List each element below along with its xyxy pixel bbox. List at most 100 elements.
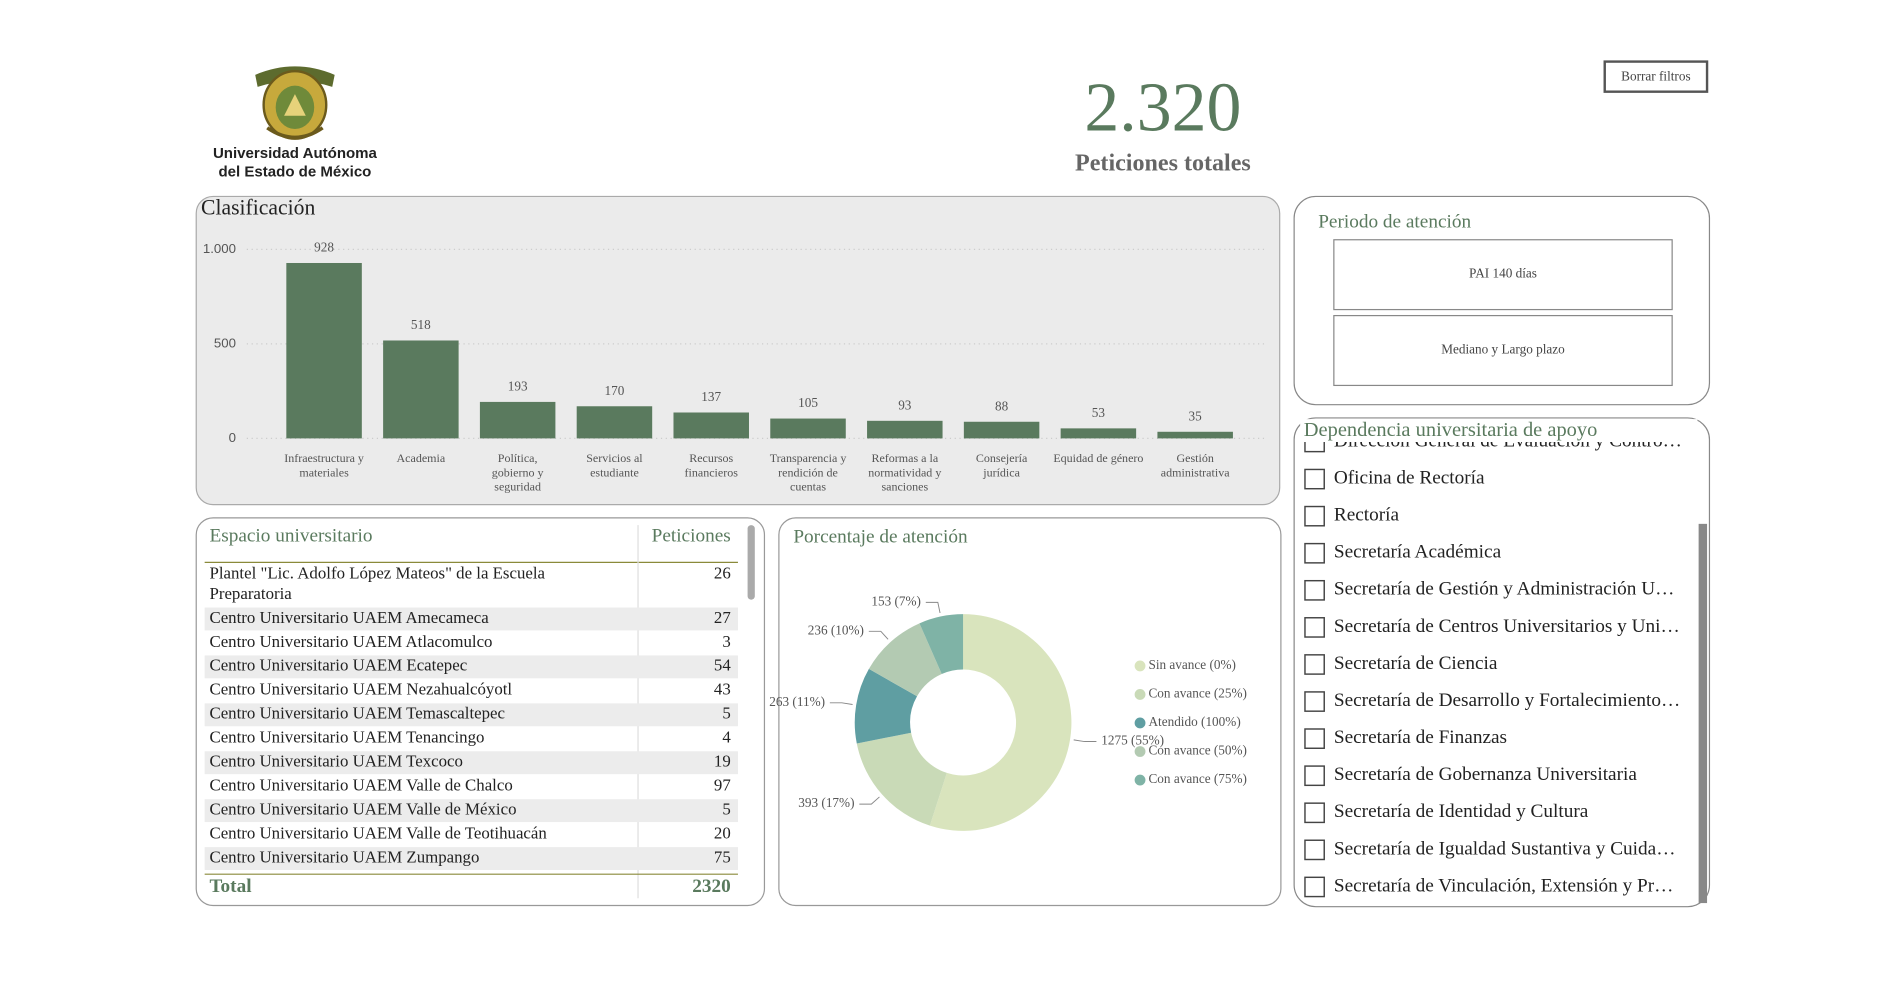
logo-text: Universidad Autónoma — [213, 145, 378, 162]
bar — [286, 262, 362, 439]
column-header: Espacio universitario — [209, 526, 372, 547]
data-label: 53 — [1092, 405, 1106, 420]
donut-slice — [856, 732, 947, 826]
dependency-list: Dirección General de Evaluación y Contro… — [1304, 430, 1682, 898]
cell-text: Centro Universitario UAEM Amecameca — [209, 608, 489, 627]
panel-title: Porcentaje de atención — [793, 527, 968, 548]
leader-line — [859, 796, 880, 805]
checkbox-label[interactable]: Secretaría Académica — [1334, 542, 1502, 563]
y-tick-label: 1.000 — [203, 241, 236, 256]
bar — [576, 406, 653, 439]
checkbox-label[interactable]: Dirección General de Evaluación y Contro… — [1334, 430, 1682, 451]
checkbox-label[interactable]: Secretaría de Gobernanza Universitaria — [1334, 764, 1637, 785]
cell-number: 3 — [722, 632, 730, 651]
checkbox[interactable] — [1304, 802, 1325, 824]
bar — [963, 421, 1040, 439]
cell-number: 5 — [722, 704, 730, 723]
legend-swatch — [1134, 689, 1146, 700]
checkbox-label[interactable]: Secretaría de Ciencia — [1334, 653, 1498, 674]
donut-slice — [919, 614, 964, 675]
leader-line — [829, 702, 853, 706]
data-label: 35 — [1189, 408, 1203, 423]
legend-label: Sin avance (0%) — [1148, 657, 1235, 672]
legend-swatch — [1134, 660, 1146, 672]
bar — [1060, 428, 1137, 439]
cell-number: 19 — [714, 752, 731, 771]
cell-text: Centro Universitario UAEM Atlacomulco — [209, 632, 492, 651]
checkbox[interactable] — [1304, 728, 1325, 749]
button-label[interactable]: Borrar filtros — [1621, 68, 1690, 83]
clear-filters-button[interactable] — [1603, 60, 1709, 93]
data-label: 88 — [995, 398, 1009, 413]
checkbox-label[interactable]: Oficina de Rectoría — [1334, 468, 1485, 489]
checkbox[interactable] — [1304, 654, 1325, 675]
bar — [770, 418, 846, 439]
x-tick-label: Reformas a la normatividad y sanciones — [868, 451, 941, 494]
x-tick-label: Consejería jurídica — [976, 451, 1028, 479]
checkbox-label[interactable]: Secretaría de Identidad y Cultura — [1334, 801, 1589, 822]
row-shade — [204, 847, 738, 870]
kpi-value: 2.320 — [1084, 70, 1241, 147]
checkbox-label[interactable]: Secretaría de Vinculación, Extensión y P… — [1334, 875, 1674, 896]
legend-label: Atendido (100%) — [1148, 714, 1240, 729]
row-shade — [204, 607, 738, 631]
period-option-label[interactable]: PAI 140 días — [1469, 266, 1537, 281]
x-tick-label: Equidad de género — [1053, 451, 1143, 465]
row-shade — [204, 751, 738, 775]
leader-line — [925, 601, 941, 614]
checkbox[interactable] — [1304, 765, 1325, 787]
cell-number: 43 — [714, 680, 731, 699]
checkbox-label[interactable]: Secretaría de Finanzas — [1334, 727, 1507, 748]
column-header: Peticiones — [652, 526, 731, 547]
kpi-caption: Peticiones totales — [1075, 151, 1251, 177]
checkbox-label[interactable]: Secretaría de Igualdad Sustantiva y Cuid… — [1334, 838, 1676, 859]
cell-text: Centro Universitario UAEM Temascaltepec — [209, 704, 505, 723]
bar — [673, 412, 749, 439]
panel-title: Dependencia universitaria de apoyo — [1304, 419, 1598, 441]
cell-number: 75 — [714, 847, 731, 866]
checkbox[interactable] — [1304, 468, 1325, 490]
x-tick-label: Academia — [397, 451, 446, 465]
dependency-panel — [1293, 417, 1711, 908]
checkbox-label[interactable]: Rectoría — [1334, 505, 1400, 526]
row-shade — [204, 703, 738, 727]
period-option[interactable] — [1333, 314, 1673, 387]
checkbox[interactable] — [1304, 691, 1325, 712]
data-label: 170 — [605, 383, 625, 398]
legend-swatch — [1134, 774, 1146, 786]
legend-label: Con avance (50%) — [1148, 743, 1246, 758]
scrollbar-thumb[interactable] — [747, 525, 755, 600]
checkbox-label[interactable]: Secretaría de Gestión y Administración U… — [1334, 579, 1675, 600]
panel-title: Periodo de atención — [1318, 211, 1471, 232]
checkbox[interactable] — [1304, 617, 1325, 638]
checkbox[interactable] — [1304, 432, 1325, 453]
period-option-label[interactable]: Mediano y Largo plazo — [1441, 342, 1565, 357]
checkbox[interactable] — [1304, 505, 1325, 527]
data-label: 263 (11%) — [769, 694, 825, 709]
cell-text: Centro Universitario UAEM Valle de Méxic… — [209, 799, 516, 818]
x-tick-label: Recursos financieros — [685, 451, 739, 479]
legend-swatch — [1134, 717, 1146, 729]
cell-number: 20 — [714, 823, 731, 842]
checkbox-label[interactable]: Secretaría de Desarrollo y Fortalecimien… — [1334, 690, 1680, 711]
row-shade — [204, 799, 738, 823]
bar — [1157, 431, 1233, 439]
leader-line — [1073, 739, 1097, 743]
data-label: 193 — [508, 378, 528, 393]
period-option[interactable] — [1333, 239, 1673, 311]
checkbox[interactable] — [1304, 876, 1325, 898]
scrollbar-thumb[interactable] — [1698, 523, 1708, 904]
cell-text: Centro Universitario UAEM Zumpango — [209, 847, 479, 866]
checkbox[interactable] — [1304, 839, 1325, 861]
cell-number: 97 — [714, 776, 731, 795]
cell-number: 4 — [722, 728, 731, 747]
data-label: 236 (10%) — [808, 622, 864, 637]
data-label: 137 — [701, 389, 721, 404]
x-tick-label: Transparencia y rendición de cuentas — [770, 451, 847, 494]
checkbox[interactable] — [1304, 579, 1325, 601]
data-label: 93 — [898, 397, 912, 412]
logo-text: del Estado de México — [219, 163, 372, 180]
data-label: 928 — [314, 240, 334, 255]
checkbox[interactable] — [1304, 542, 1325, 564]
checkbox-label[interactable]: Secretaría de Centros Universitarios y U… — [1334, 616, 1680, 637]
